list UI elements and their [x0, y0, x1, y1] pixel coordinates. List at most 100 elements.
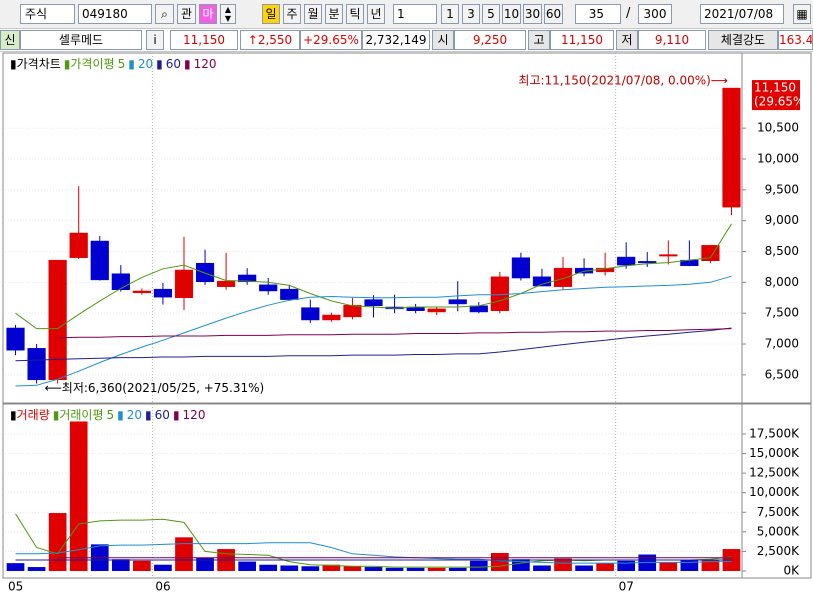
low-note: ⟵최저:6,360(2021/05/25, +75.31%) [45, 381, 265, 395]
ma-line [15, 275, 732, 387]
low-label: 저 [616, 30, 638, 50]
candle-body [111, 273, 130, 291]
max-input[interactable]: 300 [638, 4, 672, 24]
separator: / [626, 6, 631, 21]
volume-bar [343, 566, 362, 571]
candle-body [364, 299, 383, 307]
volume-bar [48, 513, 67, 571]
last-change: (29.65%) [754, 95, 809, 109]
period-button[interactable]: 주 [283, 4, 301, 24]
candle-body [90, 240, 109, 281]
y-tick-label: 7,500K [757, 505, 800, 519]
period-button[interactable]: 일 [262, 4, 280, 24]
volume-bar [175, 537, 193, 571]
interval-select[interactable]: 1 [393, 4, 437, 24]
legend-entry: 5 [107, 408, 115, 422]
rate: +29.65% [300, 30, 362, 50]
candle-body [659, 254, 678, 257]
candle-body [448, 299, 467, 305]
search-button[interactable]: ⌕ [155, 4, 174, 24]
y-tick-label: 9,000 [765, 213, 799, 227]
chart: 6,500 7,000 7,500 8,000 8,500 9,000 9,500 10,00… [2, 52, 812, 592]
candle-body [469, 305, 488, 313]
legend-marker: ▮ [173, 408, 180, 422]
legend-entry: 120 [194, 57, 217, 71]
legend-marker: ▮ [156, 57, 163, 71]
candle-body [48, 259, 67, 381]
toolbar: 주식 049180 ⌕ 관 마 ▲ ▼ 일 주 월 분 틱 년 1 1 3 5 1… [0, 0, 813, 29]
strength: 163.4 [778, 30, 813, 50]
legend-entry: 60 [155, 408, 170, 422]
volume-bar [659, 562, 678, 571]
calendar-button[interactable]: ▦ [793, 4, 811, 24]
volume-bar [69, 421, 88, 571]
candle-body [217, 280, 236, 287]
volume: 2,732,149 [362, 30, 430, 50]
date-input[interactable]: 2021/07/08 [700, 4, 784, 24]
volume-bar [448, 567, 467, 571]
ma-line [15, 542, 732, 564]
legend-entry: 20 [138, 57, 153, 71]
candle-body [69, 232, 88, 258]
volume-bar [385, 567, 404, 571]
volume-bar [617, 560, 636, 571]
step-button[interactable]: 30 [523, 4, 542, 24]
legend: ▮거래량 ▮거래이평 5 ▮ 20 ▮ 60 ▮ 120 [10, 408, 205, 422]
ma-line [15, 223, 732, 330]
candle-body [617, 256, 636, 266]
volume-bar [680, 560, 699, 571]
candle-body [322, 314, 341, 321]
y-tick-label: 5,000K [757, 524, 800, 538]
step-button[interactable]: 10 [502, 4, 521, 24]
market-select[interactable]: 주식 [20, 4, 75, 24]
y-tick-label: 12,500K [749, 466, 800, 480]
x-tick-label: 07 [619, 580, 634, 592]
strength-label: 체결강도 [708, 30, 778, 50]
change: ↑2,550 [240, 30, 300, 50]
spinner[interactable]: ▲ ▼ [220, 4, 236, 24]
volume-bar [427, 567, 446, 571]
legend-title: 거래량 [17, 408, 50, 422]
count-input[interactable]: 35 [575, 4, 621, 24]
y-tick-label: 8,500 [765, 244, 799, 258]
period-button[interactable]: 월 [304, 4, 322, 24]
volume-bar [259, 564, 278, 571]
open-label: 시 [432, 30, 454, 50]
candle-body [259, 284, 278, 292]
y-tick-label: 10,000K [749, 485, 800, 499]
legend: ▮가격차트 ▮가격이평 5 ▮ 20 ▮ 60 ▮ 120 [10, 57, 217, 71]
memo-button[interactable]: 마 [199, 4, 217, 24]
legend-entry: 60 [166, 57, 181, 71]
legend-entry: 120 [183, 408, 206, 422]
candle-body [553, 267, 573, 287]
badge: 신 [0, 30, 20, 50]
legend-title: 가격차트 [17, 57, 61, 71]
watch-button[interactable]: 관 [177, 4, 196, 24]
period-button[interactable]: 분 [325, 4, 343, 24]
step-button[interactable]: 5 [482, 4, 500, 24]
name-select[interactable]: 셀루메드 [20, 30, 142, 50]
candle-body [132, 290, 151, 294]
volume-bar [490, 552, 509, 571]
candle-body [238, 274, 257, 282]
step-button[interactable]: 3 [462, 4, 480, 24]
legend-entry: 5 [118, 57, 126, 71]
legend-marker: ▮ [10, 408, 17, 422]
step-button[interactable]: 1 [441, 4, 459, 24]
step-button[interactable]: 60 [544, 4, 563, 24]
volume-bar [701, 560, 720, 571]
code-input[interactable]: 049180 [78, 4, 152, 24]
last-price: 11,150 [754, 81, 796, 95]
candle-body [343, 304, 362, 318]
candle-body [153, 288, 173, 298]
candle-body [427, 308, 446, 313]
info-button[interactable]: i [146, 30, 164, 50]
candle-body [722, 87, 741, 208]
legend-ma-title: 가격이평 [70, 57, 114, 71]
period-button[interactable]: 틱 [346, 4, 364, 24]
volume-bar [469, 560, 488, 571]
high: 11,150 [550, 30, 614, 50]
volume-bar [575, 565, 593, 571]
period-button[interactable]: 년 [367, 4, 385, 24]
